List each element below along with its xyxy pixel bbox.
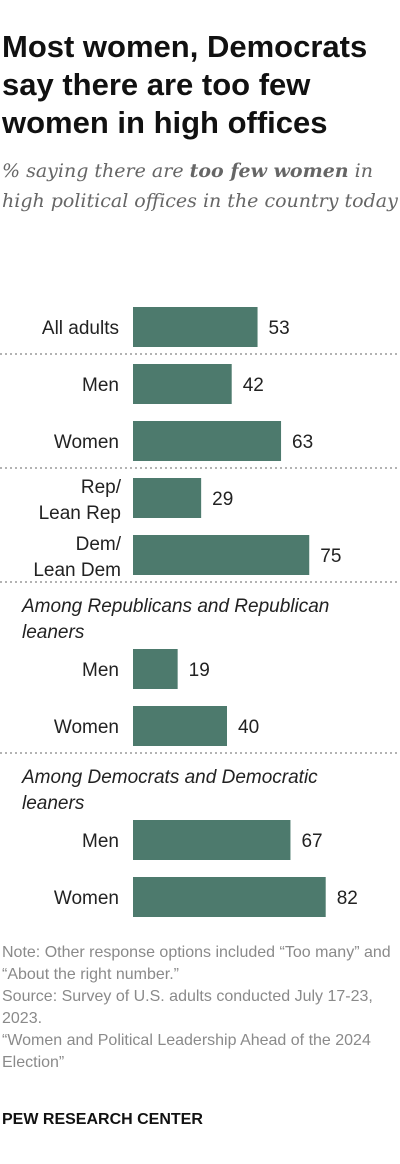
value-label-8: 67 [301,831,322,852]
category-label-6: Men [82,660,119,681]
subtitle-suffix: in high political offices in the country… [2,160,398,212]
chart-subtitle: % saying there are too few women in high… [2,156,398,216]
value-label-9: 82 [337,888,358,909]
value-label-6: 19 [189,660,210,681]
bar-3 [133,421,282,461]
bar-1 [133,307,258,347]
category-label-2: Men [82,375,119,396]
category-label-5-line-1: Dem/ [76,534,122,555]
bar-6 [133,649,178,689]
section-header-2-line-1: Among Democrats and Democratic [21,767,318,788]
source-text: Source: Survey of U.S. adults conducted … [2,988,373,1027]
value-label-7: 40 [238,717,259,738]
category-label-8: Men [82,831,119,852]
value-label-3: 63 [292,432,313,453]
bar-2 [133,364,232,404]
org-name: PEW RESEARCH CENTER [2,1111,203,1128]
chart-notes: Note: Other response options included “T… [2,942,398,1074]
value-label-2: 42 [243,375,264,396]
value-label-1: 53 [269,318,290,339]
category-label-4-line-2: Lean Rep [39,503,121,524]
category-label-4-line-1: Rep/ [81,477,122,498]
section-header-1-line-2: leaners [22,622,85,643]
subtitle-prefix: % saying there are [2,160,190,182]
subtitle-emphasis: too few women [189,160,349,182]
value-label-5: 75 [320,546,341,567]
bar-5 [133,535,310,575]
bar-4 [133,478,202,518]
note-text: Note: Other response options included “T… [2,944,391,983]
bar-9 [133,877,326,917]
category-label-3: Women [54,432,119,453]
section-header-2-line-2: leaners [22,793,85,814]
bar-chart: Among Republicans and Republican leaners A… [0,307,400,917]
value-label-4: 29 [212,489,233,510]
chart-title: Most women, Democrats say there are too … [2,29,368,140]
category-label-9: Women [54,888,119,909]
bar-7 [133,706,227,746]
category-label-5-line-2: Lean Dem [33,560,121,581]
report-title: “Women and Political Leadership Ahead of… [2,1032,371,1071]
category-label-1: All adults [42,318,119,339]
bar-8 [133,820,291,860]
category-label-7: Women [54,717,119,738]
section-header-1-line-1: Among Republicans and Republican [21,596,329,617]
